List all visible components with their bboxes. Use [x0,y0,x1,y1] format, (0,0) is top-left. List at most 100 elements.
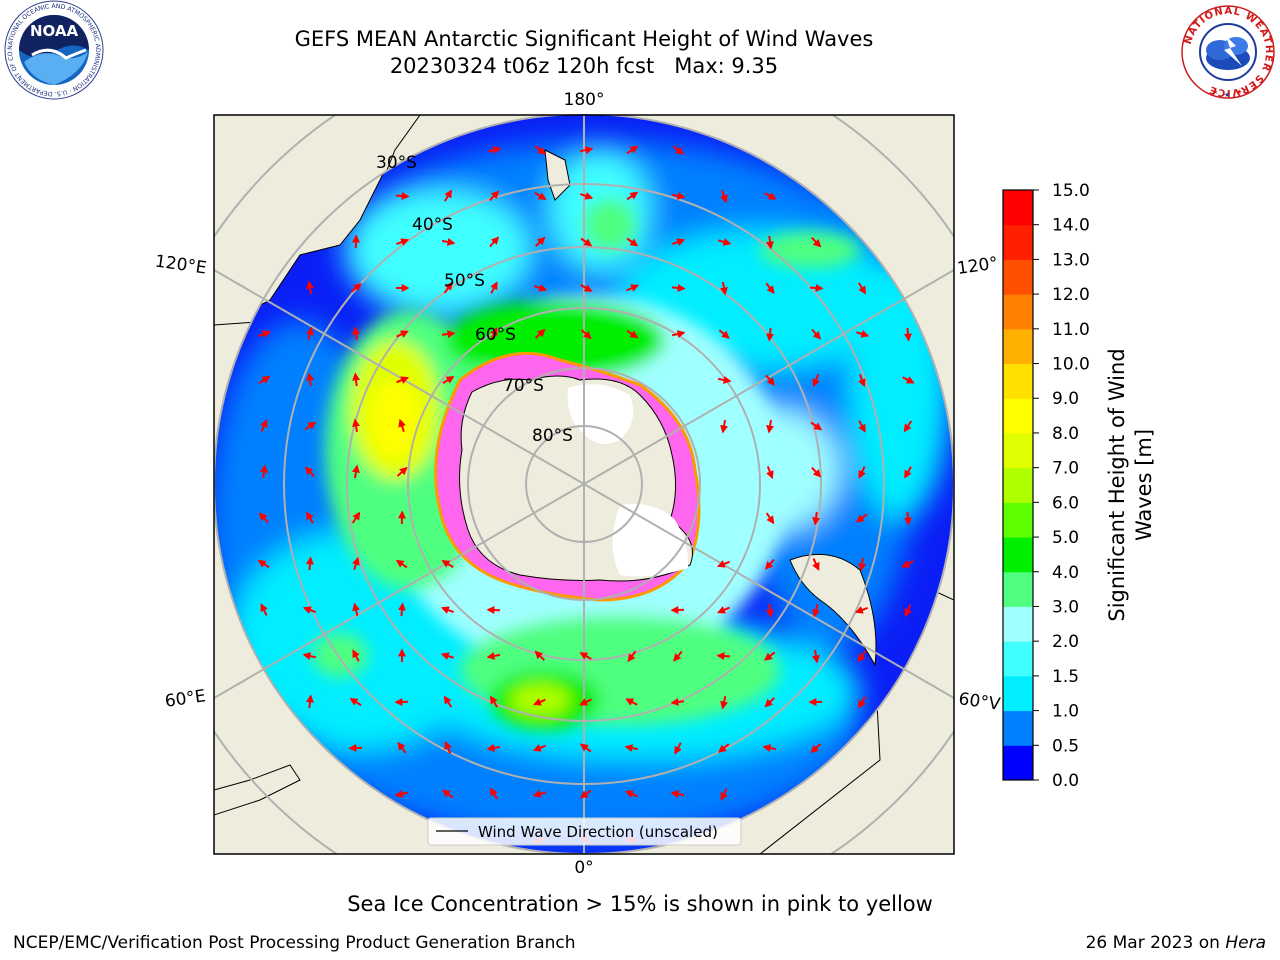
wind-wave-arrow [443,281,453,294]
wind-wave-arrow [534,145,546,155]
wind-wave-arrow [533,284,548,292]
wind-wave-arrow [811,466,822,478]
sea-ice-note: Sea Ice Concentration > 15% is shown in … [347,892,933,916]
lat-label-80: 80°S [532,426,573,446]
svg-text:★: ★ [1236,88,1242,96]
colorbar-tick-label: 0.0 [1052,771,1079,791]
colorbar-segment [1003,502,1033,538]
colorbar-tick-label: 7.0 [1052,459,1079,479]
wind-wave-arrow [766,327,775,342]
wind-wave-arrow [903,327,912,342]
wind-wave-arrow [533,698,546,706]
wind-wave-arrow [348,743,363,752]
wind-wave-arrow [811,328,821,340]
wind-wave-arrow [260,419,268,432]
wind-wave-arrow [671,283,686,292]
wind-wave-arrow [443,189,453,202]
colorbar-tick-label: 13.0 [1052,250,1090,270]
wind-wave-arrow [766,466,774,480]
wind-wave-arrow [306,511,314,524]
wind-wave-arrow [490,281,498,294]
wind-wave-arrow [304,466,315,478]
colorbar-tick-label: 0.5 [1052,736,1079,756]
colorbar-segment [1003,571,1033,607]
wind-wave-arrow [444,741,452,754]
colorbar-tick-label: 11.0 [1052,320,1090,340]
wind-wave-arrow [670,790,685,799]
wind-wave-arrow [812,558,820,571]
wind-wave-arrow [626,237,639,247]
wind-wave-arrow [486,743,501,752]
lat-label-50: 50°S [444,271,485,291]
colorbar-segment [1003,224,1033,260]
colorbar-tick-label: 14.0 [1052,216,1090,236]
wind-wave-arrow [904,466,912,479]
wind-wave-arrow [490,787,498,800]
colorbar-tick-label: 12.0 [1052,285,1090,305]
wind-wave-arrow [302,652,317,660]
wind-wave-arrow [302,606,316,614]
colorbar-segment [1003,398,1033,434]
wind-wave-arrow [579,652,592,660]
wind-wave-arrow [396,238,410,246]
wind-wave-arrow [855,330,870,338]
colorbar-segment [1003,745,1033,781]
wind-wave-arrow [718,743,730,753]
wind-wave-arrow [396,466,408,477]
wind-wave-arrow [579,743,592,753]
wind-wave-arrow [627,650,637,663]
colorbar-segment [1003,675,1033,712]
colorbar-tick-label: 2.0 [1052,632,1079,652]
wind-wave-arrow [395,191,410,200]
wind-wave-arrow [811,237,822,248]
wind-wave-arrow [764,192,777,200]
wind-wave-arrow [720,695,728,710]
wind-wave-arrow [579,192,594,200]
lon-label-lower-left: 60°E [164,686,207,711]
wind-wave-arrow [489,236,500,248]
wind-wave-arrow [441,330,456,339]
wind-wave-arrow [812,374,820,388]
wind-wave-arrow [765,374,775,386]
wind-wave-arrow [858,466,866,479]
graticule [214,115,954,854]
wind-wave-arrow [534,650,545,661]
wind-wave-arrow [487,146,502,154]
wind-wave-arrow [580,284,593,292]
colorbar-segment [1003,467,1033,503]
wind-wave-arrow [352,326,361,341]
wind-wave-arrow [535,236,546,247]
wind-wave-arrow [858,420,866,433]
wind-wave-arrow [901,560,914,568]
wind-wave-arrow [857,650,867,663]
colorbar-tick-label: 5.0 [1052,528,1079,548]
wind-wave-arrow [441,237,456,246]
map-subtitle: 20230324 t06z 120h fcst Max: 9.35 [389,54,779,78]
wind-wave-arrow [351,511,361,524]
colorbar-label-line1: Significant Height of Wind [1105,348,1129,621]
wind-wave-arrow [810,421,823,431]
wind-wave-arrow [671,330,686,338]
wind-wave-arrow [397,741,407,754]
colorbar-tick-label: 1.5 [1052,667,1079,687]
wind-wave-arrow [395,559,408,569]
lon-label-lower-right: 60°V [957,689,1002,715]
wind-wave-arrow [441,560,454,568]
lon-label-bottom: 0° [574,858,593,878]
wind-wave-arrow [626,191,639,201]
wind-wave-arrow [764,651,776,661]
map-title: GEFS MEAN Antarctic Significant Height o… [294,27,874,51]
wind-wave-arrow [258,375,271,385]
colorbar-tick-label: 3.0 [1052,597,1079,617]
wind-wave-arrow [766,419,775,434]
lon-label-upper-left: 120°E [154,252,208,279]
wind-wave-arrow [903,420,913,433]
colorbar-segment [1003,190,1033,226]
wind-wave-arrow [258,512,269,524]
wind-wave-arrow [350,283,362,293]
wind-wave-arrow [534,328,546,339]
wind-wave-arrow [304,421,317,431]
colorbar-tick-label: 8.0 [1052,424,1079,444]
wind-wave-arrow [490,327,498,340]
